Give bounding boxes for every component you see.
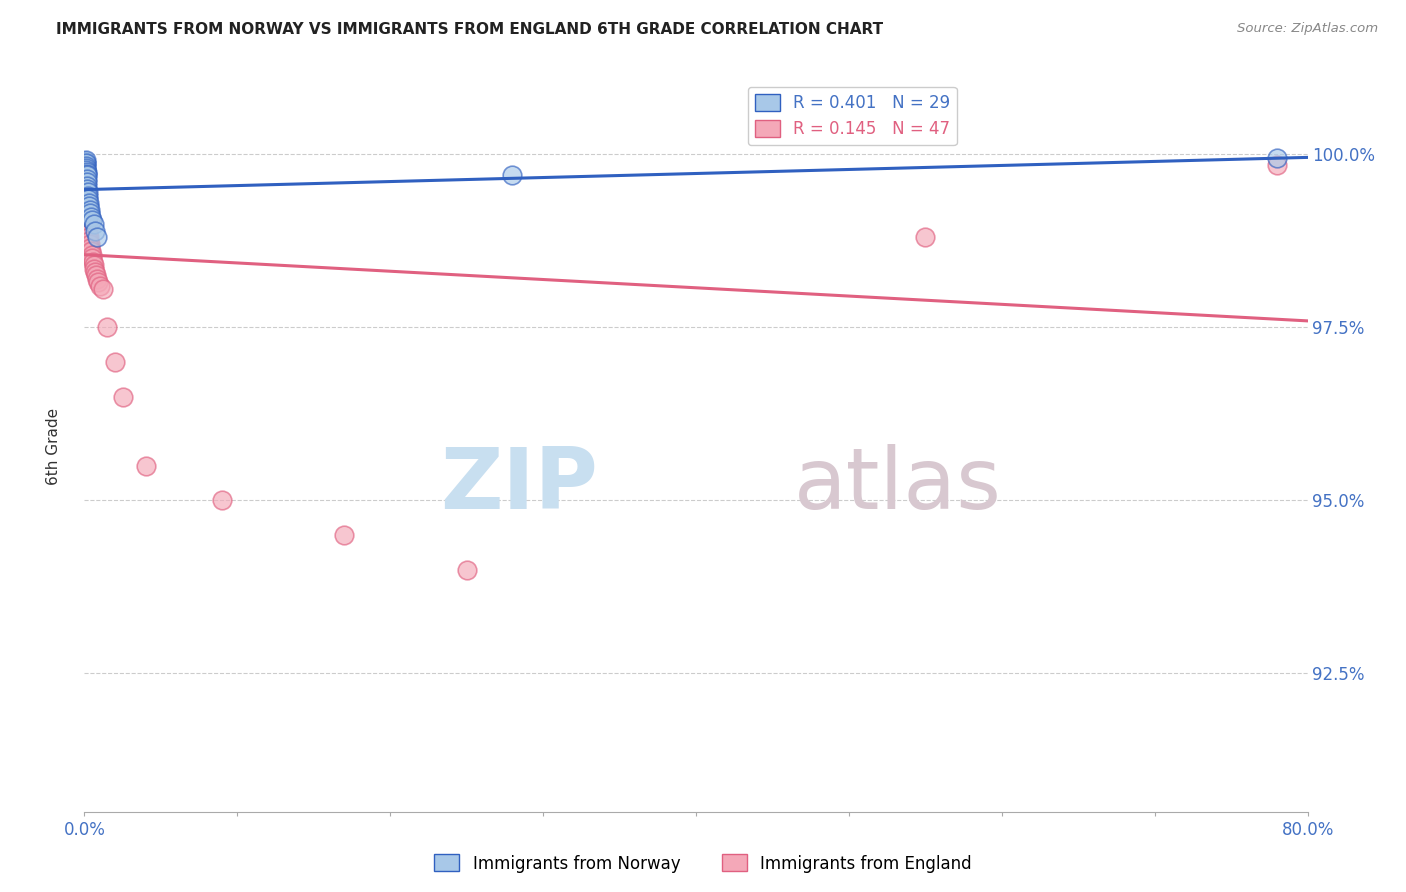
Point	[79, 241, 101, 255]
Point	[1265, 151, 1288, 165]
Point	[77, 199, 100, 213]
Point	[73, 158, 96, 172]
Point	[79, 234, 101, 248]
Point	[83, 217, 105, 231]
Point	[75, 154, 97, 169]
Point	[76, 182, 98, 196]
Point	[76, 171, 98, 186]
Point	[89, 278, 111, 293]
Point	[75, 164, 97, 178]
Point	[76, 193, 98, 207]
Point	[76, 189, 98, 203]
Point	[87, 276, 110, 290]
Point	[75, 171, 97, 186]
Point	[77, 227, 100, 241]
Point	[75, 156, 97, 170]
Point	[76, 202, 98, 217]
Point	[75, 175, 97, 189]
Point	[86, 230, 108, 244]
Point	[502, 168, 524, 182]
Point	[80, 210, 103, 224]
Point	[76, 213, 98, 227]
Point	[76, 178, 98, 193]
Point	[76, 206, 98, 220]
Legend: Immigrants from Norway, Immigrants from England: Immigrants from Norway, Immigrants from …	[427, 847, 979, 880]
Point	[84, 265, 107, 279]
Point	[91, 282, 114, 296]
Point	[75, 161, 97, 176]
Point	[76, 168, 98, 182]
Point	[1265, 158, 1288, 172]
Point	[76, 210, 98, 224]
Point	[84, 268, 107, 283]
Point	[77, 220, 100, 235]
Point	[76, 186, 98, 200]
Point	[96, 320, 118, 334]
Point	[80, 244, 103, 259]
Point	[82, 251, 104, 265]
Legend: R = 0.401   N = 29, R = 0.145   N = 47: R = 0.401 N = 29, R = 0.145 N = 47	[748, 87, 956, 145]
Point	[80, 248, 103, 262]
Point	[76, 199, 98, 213]
Point	[79, 202, 101, 217]
Text: atlas: atlas	[794, 444, 1002, 527]
Text: 6th Grade: 6th Grade	[46, 408, 60, 484]
Point	[83, 258, 105, 272]
Point	[77, 189, 100, 203]
Point	[75, 155, 97, 169]
Point	[86, 272, 108, 286]
Point	[77, 230, 100, 244]
Point	[76, 164, 98, 178]
Point	[104, 355, 127, 369]
Point	[75, 182, 97, 196]
Point	[75, 168, 97, 182]
Point	[211, 493, 233, 508]
Point	[76, 195, 98, 210]
Point	[75, 175, 97, 189]
Point	[75, 159, 97, 173]
Point	[77, 223, 100, 237]
Point	[456, 563, 478, 577]
Point	[79, 237, 101, 252]
Point	[83, 261, 105, 276]
Point	[75, 153, 97, 167]
Point	[914, 230, 936, 244]
Point	[84, 223, 107, 237]
Point	[76, 186, 98, 200]
Point	[111, 390, 134, 404]
Point	[76, 167, 98, 181]
Point	[77, 195, 100, 210]
Point	[76, 175, 98, 189]
Point	[135, 458, 157, 473]
Text: IMMIGRANTS FROM NORWAY VS IMMIGRANTS FROM ENGLAND 6TH GRADE CORRELATION CHART: IMMIGRANTS FROM NORWAY VS IMMIGRANTS FRO…	[56, 22, 883, 37]
Point	[333, 528, 356, 542]
Text: Source: ZipAtlas.com: Source: ZipAtlas.com	[1237, 22, 1378, 36]
Point	[75, 162, 97, 177]
Point	[77, 217, 100, 231]
Point	[75, 178, 97, 193]
Point	[80, 213, 103, 227]
Point	[77, 193, 100, 207]
Point	[79, 206, 101, 220]
Point	[73, 158, 96, 172]
Text: ZIP: ZIP	[440, 444, 598, 527]
Point	[82, 254, 104, 268]
Point	[75, 161, 97, 176]
